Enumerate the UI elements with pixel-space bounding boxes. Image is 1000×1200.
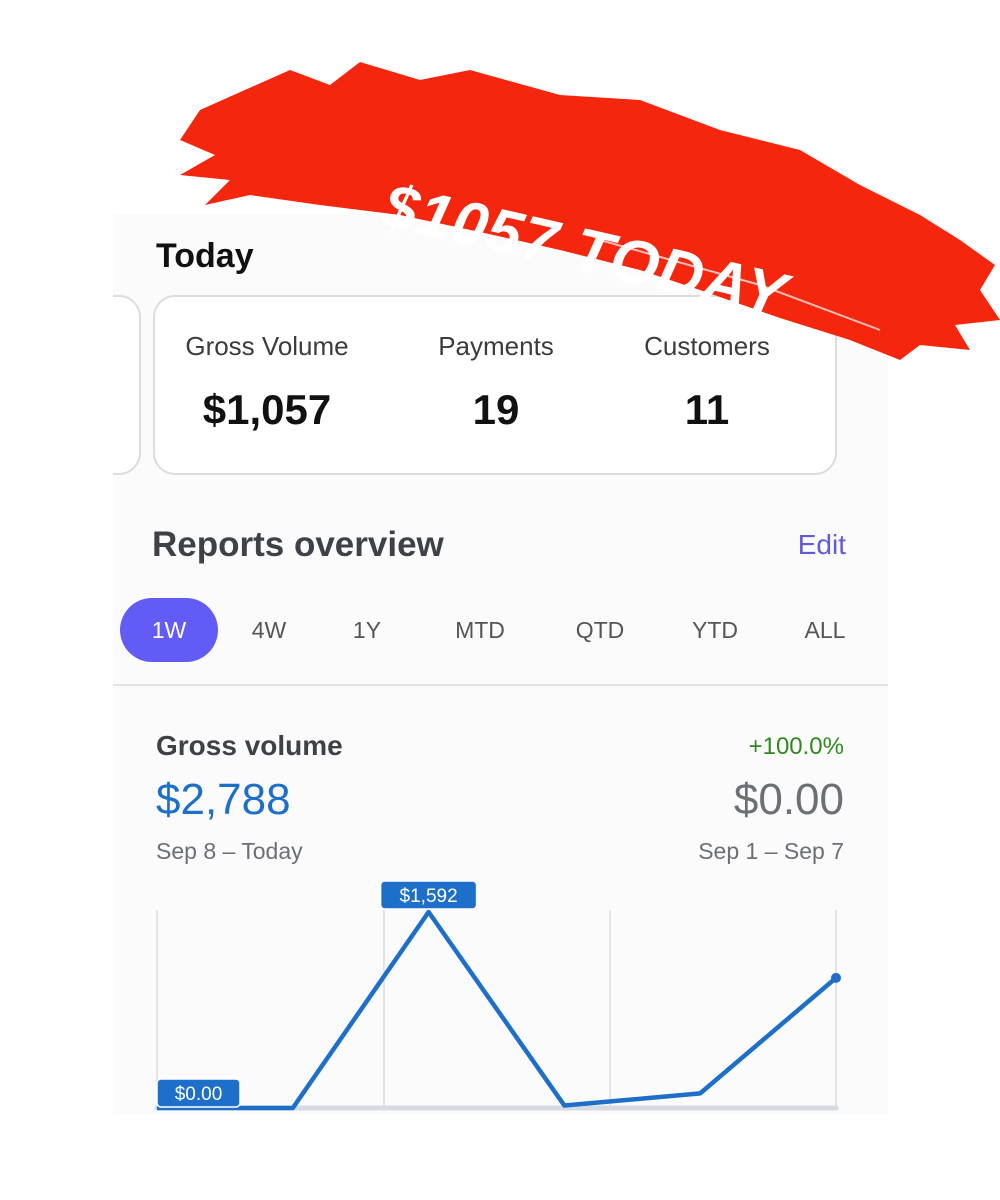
edit-button[interactable]: Edit [797, 529, 846, 560]
gross-volume-previous-value: $0.00 [733, 775, 844, 824]
tab-1y[interactable]: 1Y [352, 617, 382, 643]
tab-qtd[interactable]: QTD [575, 617, 625, 643]
stat-label: Gross Volume [185, 331, 349, 361]
stat-payments: Payments 19 [386, 331, 606, 434]
tab-all[interactable]: ALL [804, 617, 846, 643]
stat-label: Customers [644, 331, 770, 361]
tab-mtd[interactable]: MTD [455, 617, 505, 643]
divider [113, 684, 888, 686]
stat-value: 11 [684, 386, 730, 433]
dashboard-card: Today Gross Volume $1,057 Payments 19 Cu… [113, 215, 888, 1115]
stat-customers: Customers 11 [597, 331, 817, 434]
stat-label: Payments [438, 331, 554, 361]
tab-ytd[interactable]: YTD [692, 617, 738, 643]
tab-1w[interactable]: 1W [120, 598, 218, 662]
stat-value: 19 [472, 386, 520, 433]
gross-volume-title: Gross volume [156, 730, 343, 761]
previous-stat-card[interactable] [113, 295, 141, 475]
gross-volume-chart[interactable]: $0.00 $1,592 [113, 215, 888, 1115]
data-point [831, 972, 841, 983]
banner-brush-stroke [180, 62, 1000, 360]
data-label: $1,592 [400, 886, 458, 907]
gross-volume-value: $2,788 [156, 775, 291, 824]
range-tabs: 1W 4W 1Y MTD QTD YTD ALL [120, 598, 860, 662]
today-stats-card[interactable]: Gross Volume $1,057 Payments 19 Customer… [153, 295, 837, 475]
tab-4w[interactable]: 4W [251, 617, 287, 643]
data-label: $0.00 [175, 1084, 223, 1105]
stat-value: $1,057 [202, 386, 332, 433]
gross-volume-change: +100.0% [748, 733, 844, 760]
gross-volume-range: Sep 8 – Today [156, 838, 303, 864]
today-title: Today [156, 237, 254, 275]
gross-volume-previous-range: Sep 1 – Sep 7 [698, 838, 844, 864]
data-label-box [379, 880, 478, 910]
stat-gross-volume: Gross Volume $1,057 [157, 331, 377, 434]
reports-title: Reports overview [152, 525, 444, 564]
series-line [157, 909, 838, 1111]
data-label-box [156, 1078, 241, 1108]
